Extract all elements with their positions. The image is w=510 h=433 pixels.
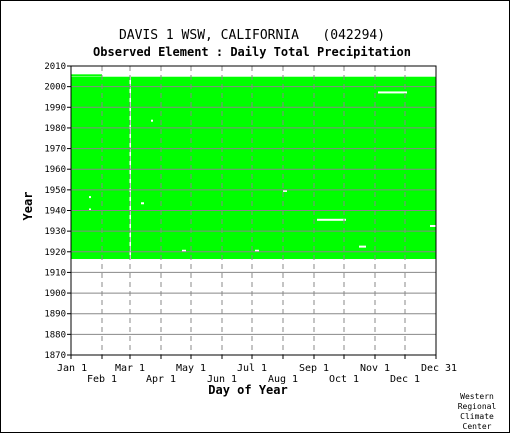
y-tick-label: 2000 (44, 83, 66, 93)
data-coverage-block (71, 76, 436, 260)
attribution-line: Regional (458, 402, 497, 411)
y-tick-label: 1920 (44, 248, 66, 258)
missing-data-gap (430, 224, 436, 227)
x-axis-label: Day of Year (208, 383, 287, 397)
y-tick-label: 1960 (44, 165, 66, 175)
x-tick-label-top: Nov 1 (360, 363, 390, 374)
y-tick-label: 1880 (44, 330, 66, 340)
attribution-line: Western (460, 392, 494, 401)
x-tick-label-bottom: Oct 1 (329, 374, 359, 385)
x-tick-label-top: Jan 1 (57, 363, 87, 374)
plot-border (70, 65, 437, 356)
y-tick-label: 2010 (44, 62, 66, 72)
x-tick-label-top: May 1 (176, 363, 206, 374)
x-tick-label-bottom: Dec 1 (390, 374, 420, 385)
missing-data-gap (317, 218, 346, 221)
missing-data-gap (378, 91, 407, 94)
missing-data-gap (89, 196, 91, 199)
chart-title: DAVIS 1 WSW, CALIFORNIA (042294) (119, 28, 385, 43)
attribution-line: Climate (460, 412, 494, 421)
y-tick-label: 1930 (44, 227, 66, 237)
x-tick-label-top: Jul 1 (237, 363, 267, 374)
y-tick-label: 1870 (44, 351, 66, 361)
missing-data-gap (89, 208, 91, 211)
partial-year-record (71, 74, 102, 77)
missing-data-gap (283, 189, 287, 192)
y-tick-label: 1950 (44, 186, 66, 196)
y-tick-label: 1900 (44, 289, 66, 299)
missing-data-gap (182, 249, 186, 252)
x-tick-label-top: Mar 1 (115, 363, 145, 374)
y-tick-label: 1970 (44, 145, 66, 155)
x-tick-label-bottom: Jun 1 (207, 374, 237, 385)
y-axis-label: Year (21, 192, 35, 221)
y-tick-label: 1940 (44, 207, 66, 217)
axis-layer: 1870 1880 1890 1900 1910 1920 1930 1940 1950 1960… (44, 62, 457, 385)
y-tick-label: 1890 (44, 310, 66, 320)
y-tick-label: 1910 (44, 268, 66, 278)
chart-subtitle: Observed Element : Daily Total Precipita… (93, 45, 411, 59)
x-tick-label-bottom: Feb 1 (87, 374, 117, 385)
missing-data-gap (255, 249, 259, 252)
x-tick-label-top: Sep 1 (299, 363, 329, 374)
x-tick-label-bottom: Apr 1 (146, 374, 176, 385)
missing-data-gap (151, 119, 153, 122)
y-tick-label: 1980 (44, 124, 66, 134)
y-tick-label: 1990 (44, 103, 66, 113)
missing-data-gap (359, 245, 366, 248)
missing-data-gap (141, 202, 144, 205)
attribution-line: Center (463, 422, 492, 431)
x-tick-label-bottom: Aug 1 (268, 374, 298, 385)
x-tick-label-top: Dec 31 (421, 363, 457, 374)
